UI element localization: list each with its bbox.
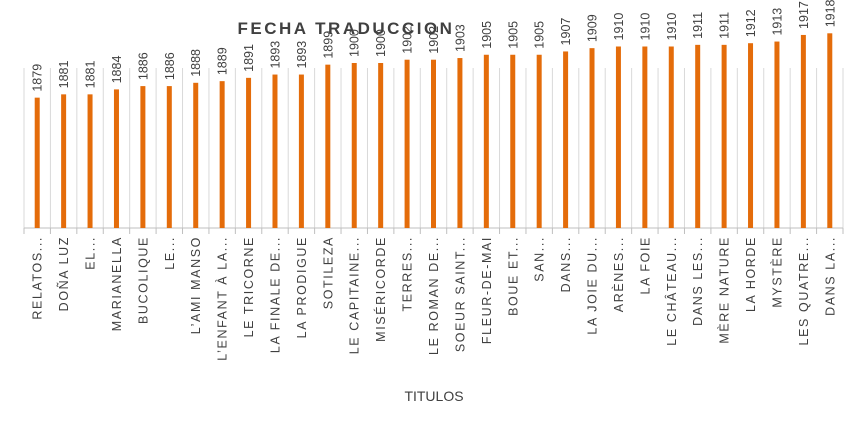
- data-label: 1893: [268, 41, 282, 69]
- bar: [483, 54, 489, 228]
- bar: [61, 94, 67, 228]
- x-tick-label: MISÉRICORDE: [373, 236, 388, 342]
- x-tick-label: DANS LA...: [823, 236, 837, 316]
- x-tick-label: LA FINALE DE...: [268, 236, 282, 353]
- x-tick-label: LE...: [163, 236, 177, 270]
- data-label: 1905: [480, 21, 494, 49]
- bar: [34, 97, 40, 229]
- data-label: 1899: [321, 31, 335, 59]
- x-tick-label: LA PRODIGUE: [295, 236, 309, 338]
- x-axis-title: TITULOS: [404, 388, 463, 404]
- bar: [113, 89, 119, 229]
- x-tick-label: LA JOIE DU...: [586, 236, 600, 335]
- bar: [668, 46, 674, 228]
- data-label: 1903: [453, 24, 467, 52]
- data-label: 1884: [110, 56, 124, 84]
- data-label: 1909: [586, 14, 600, 42]
- bar: [615, 46, 621, 228]
- bar: [721, 44, 727, 228]
- x-tick-label: LES QUATRE...: [797, 236, 811, 345]
- bar: [800, 34, 806, 229]
- x-tick-label: LE CAPITAINE...: [348, 236, 362, 354]
- data-label: 1917: [797, 1, 811, 29]
- x-tick-label: SOEUR SAINT...: [453, 236, 467, 352]
- bar: [351, 63, 357, 228]
- bar: [642, 46, 648, 228]
- x-tick-label: MÈRE NATURE: [717, 236, 732, 344]
- bar: [457, 58, 463, 228]
- chart-plot-area: 1879 RELATOS... 1881 DOÑA LUZ 1881 EL... 1884 M…: [23, 0, 844, 361]
- x-tick-label: BUCOLIQUE: [136, 236, 150, 324]
- data-label: 1881: [57, 60, 71, 88]
- data-label: 1910: [638, 13, 652, 41]
- bar: [589, 48, 595, 229]
- data-label: 1911: [691, 12, 705, 39]
- x-tick-label: ARÈNES...: [611, 236, 626, 312]
- bar: [272, 74, 278, 228]
- data-label: 1900: [374, 29, 388, 57]
- data-label: 1881: [84, 60, 98, 88]
- x-tick-label: TERRES...: [401, 236, 415, 312]
- x-tick-label: L’AMI MANSO: [189, 236, 203, 334]
- bar: [431, 59, 436, 229]
- x-tick-label: SAN...: [533, 236, 547, 282]
- bar: [695, 44, 701, 228]
- data-label: 1886: [163, 52, 177, 80]
- bar: [827, 33, 833, 228]
- x-tick-label: L’ENFANT À LA...: [215, 236, 230, 361]
- x-tick-label: LE ROMAN DE...: [427, 236, 441, 355]
- data-label: 1879: [31, 64, 45, 92]
- bar: [510, 54, 516, 228]
- data-label: 1913: [770, 8, 784, 36]
- data-label: 1911: [718, 12, 732, 39]
- data-label: 1910: [665, 13, 679, 41]
- data-label: 1891: [242, 44, 256, 72]
- bar: [166, 86, 172, 228]
- data-label: 1905: [506, 21, 520, 49]
- x-tick-label: MARIANELLA: [110, 236, 124, 331]
- data-label: 1893: [295, 41, 309, 69]
- data-label: 1907: [559, 18, 573, 46]
- x-tick-label: EL...: [84, 236, 98, 270]
- x-tick-label: MYSTÈRE: [769, 236, 784, 308]
- data-label: 1886: [136, 52, 150, 80]
- x-tick-label: LE CHÂTEAU...: [664, 236, 679, 346]
- bar: [246, 77, 252, 228]
- bar: [87, 94, 93, 228]
- x-tick-label: LE TRICORNE: [242, 236, 256, 337]
- bar: [748, 43, 754, 229]
- x-tick-label: SOTILEZA: [321, 236, 335, 309]
- x-tick-label: BOUE ET...: [506, 236, 520, 316]
- x-tick-label: RELATOS...: [31, 236, 45, 320]
- data-label: 1889: [216, 47, 230, 75]
- data-label: 1888: [189, 49, 203, 77]
- x-tick-label: DANS...: [559, 236, 573, 292]
- bar: [563, 51, 569, 229]
- data-label: 1905: [533, 21, 547, 49]
- data-label: 1902: [427, 26, 441, 54]
- data-label: 1900: [348, 29, 362, 57]
- bar: [325, 64, 331, 229]
- bar: [219, 81, 225, 229]
- bar: [774, 41, 780, 228]
- bar: [536, 54, 542, 228]
- data-label: 1912: [744, 9, 758, 37]
- data-label: 1902: [401, 26, 415, 54]
- bar: [193, 82, 199, 228]
- bar: [298, 74, 304, 228]
- x-tick-label: LA HORDE: [744, 236, 758, 312]
- x-tick-label: DOÑA LUZ: [57, 236, 71, 311]
- x-tick-label: FLEUR-DE-MAI: [480, 236, 494, 344]
- chart-title: FECHA TRADUCCION: [238, 19, 455, 38]
- x-tick-label: LA FOIE: [638, 236, 652, 294]
- bar: [140, 86, 146, 228]
- bar: [378, 63, 384, 228]
- bar: [404, 59, 410, 229]
- data-label: 1910: [612, 13, 626, 41]
- x-tick-label: DANS LES...: [691, 236, 705, 326]
- data-label: 1918: [823, 0, 837, 27]
